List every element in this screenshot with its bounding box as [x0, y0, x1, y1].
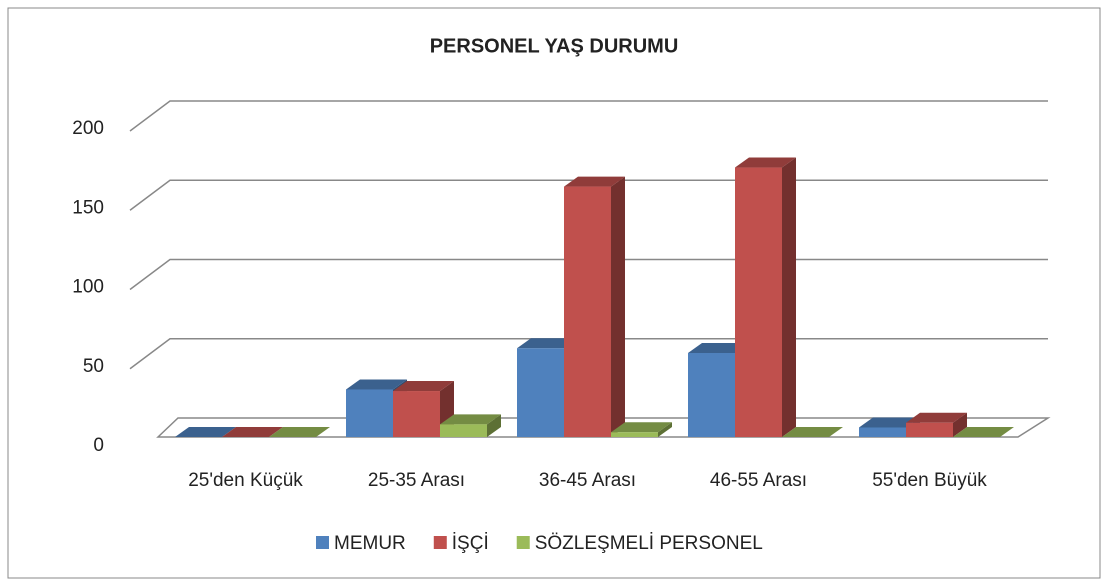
bar [517, 348, 564, 437]
chart-title: PERSONEL YAŞ DURUMU [430, 35, 679, 57]
bar-top [393, 381, 454, 392]
bar [611, 432, 658, 437]
bar [735, 167, 782, 438]
bar-top [346, 379, 407, 390]
bar-side [487, 414, 501, 437]
bar-side [782, 157, 796, 438]
bar-top [517, 338, 578, 349]
legend-swatch [433, 536, 447, 549]
legend-label: SÖZLEŞMELİ PERSONEL [535, 533, 763, 554]
grid-line [129, 100, 1048, 132]
x-tick-label: 25'den Küçük [188, 470, 303, 491]
bar [859, 427, 906, 437]
bar [906, 422, 953, 437]
bar-top [782, 427, 843, 437]
bar-top [859, 417, 920, 428]
bar-top [688, 342, 749, 353]
bar [688, 352, 735, 437]
bar-top [564, 176, 625, 187]
y-tick-label: 200 [72, 118, 104, 139]
bar-top [175, 427, 236, 437]
bar [440, 424, 487, 437]
bar-side [953, 412, 967, 437]
y-tick-label: 100 [72, 277, 104, 298]
x-tick-label: 25-35 Arası [368, 470, 465, 491]
y-tick-label: 150 [72, 197, 104, 218]
bar-top [906, 412, 967, 423]
x-tick-label: 55'den Büyük [872, 470, 987, 491]
legend-swatch [316, 536, 329, 549]
y-tick-label: 50 [83, 356, 104, 377]
bar [393, 391, 440, 437]
bar-top [735, 157, 796, 168]
bar-top [222, 427, 283, 437]
bar-side [611, 176, 625, 437]
legend-label: MEMUR [334, 533, 406, 554]
x-tick-label: 36-45 Arası [539, 470, 636, 491]
bar [346, 389, 393, 437]
y-tick-label: 0 [93, 435, 104, 456]
bar-top [953, 427, 1014, 437]
bar-side [658, 422, 672, 437]
bar-top [269, 427, 330, 437]
x-tick-label: 46-55 Arası [710, 470, 807, 491]
legend-label: İŞÇİ [452, 533, 489, 554]
bar-top [440, 414, 501, 425]
chart-border [7, 7, 1101, 579]
bar [564, 186, 611, 437]
legend-swatch [516, 536, 530, 549]
bar-top [611, 422, 672, 433]
